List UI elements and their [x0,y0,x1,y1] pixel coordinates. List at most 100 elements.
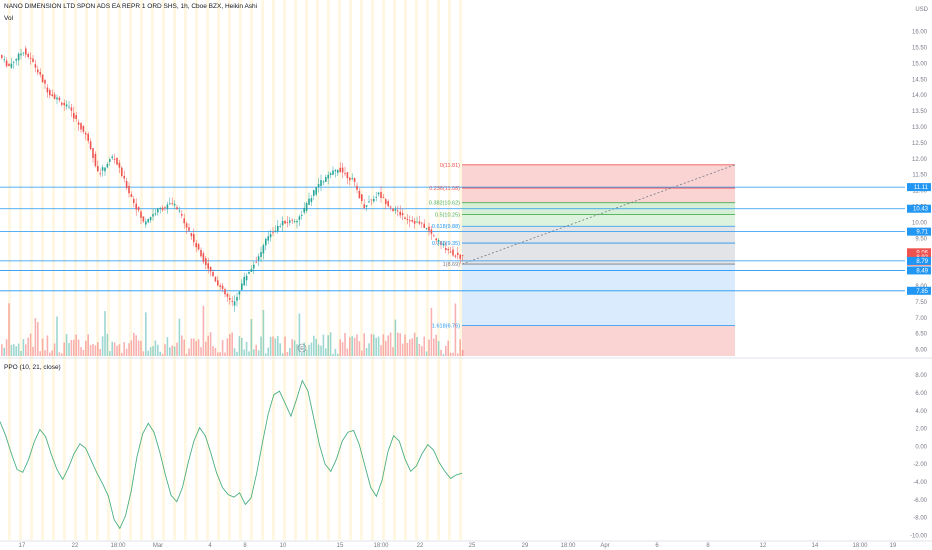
volume-bar [140,340,142,356]
session-band [283,0,286,540]
volume-legend[interactable]: Vol [4,15,14,22]
volume-bar [166,337,169,356]
volume-bar [385,340,387,356]
volume-bar [423,336,425,356]
candle-body [142,216,145,222]
volume-bar [173,346,176,356]
candle-body [152,214,154,217]
time-tick-label: 22 [72,543,79,549]
volume-bar [406,343,409,356]
candle-body [128,186,130,194]
ppo-legend[interactable]: PPO (10, 21, close) [4,364,61,371]
candle-body [262,245,265,254]
volume-bar [262,309,265,356]
price-tick-label: 6.00 [915,348,927,354]
candle-body [44,80,46,84]
volume-bar [269,337,272,356]
volume-bar [267,347,269,356]
candle-body [111,156,113,158]
volume-bar [233,348,236,356]
price-tick-label: 14.50 [912,77,928,83]
candle-body [221,285,224,289]
candle-body [200,249,202,257]
time-tick-label: 19 [890,543,897,549]
candle-body [75,115,77,119]
candle-body [231,301,233,302]
volume-bar [437,340,440,356]
candle-body [145,221,147,225]
candle-body [401,213,404,216]
volume-bar [128,343,130,356]
volume-bar [447,340,449,356]
candle-body [3,59,5,61]
time-tick-label: 18:00 [560,543,576,549]
volume-bar [164,344,166,356]
candle-body [104,167,106,172]
volume-bar [152,346,154,356]
volume-bar [65,334,68,356]
candle-body [101,167,104,171]
candle-body [229,298,231,300]
candle-body [92,148,94,159]
volume-bar [70,340,73,356]
volume-bar [289,347,291,356]
fib-level-label: 0.382(10.62) [429,201,460,207]
time-axis[interactable]: 17 22 18:00 Mar 4 8 10 15 18:00 22 25 29 18:00 Apr 6 8 1… [19,543,897,549]
candle-body [365,205,368,207]
volume-bar [200,347,202,356]
candle-body [121,167,123,176]
volume-bar [416,337,418,356]
volume-bar [265,353,267,356]
candle-body [56,97,58,100]
volume-bar [248,351,250,356]
symbol-legend[interactable]: NANO DIMENSION LTD SPON ADS EA REPR 1 OR… [4,3,258,10]
volume-bar [279,343,281,356]
candle-body [291,219,293,221]
price-badge [907,266,931,275]
fib-level-label: 1.618(6.76) [432,323,460,329]
ppo-axis[interactable]: 8.00 6.00 4.00 2.00 0.00 -2.00 -4.00 -6.00 -8.00… [910,373,928,539]
volume-bar [188,348,190,356]
volume-bar [411,338,413,356]
volume-bar [22,339,25,356]
volume-bar [178,318,181,356]
candle-body [233,301,236,306]
session-band [393,0,396,540]
volume-bar [176,342,178,356]
candle-body [171,202,173,204]
volume-bar [195,341,197,356]
candle-body [445,247,447,250]
candle-body [205,258,207,265]
candle-body [341,167,344,173]
volume-bar [190,338,193,356]
candle-body [416,221,418,223]
ppo-tick-label: 2.00 [915,427,927,433]
candle-body [397,210,399,212]
candle-body [8,63,10,66]
candle-body [89,141,92,150]
fib-retracement-tool[interactable]: 0(11.81) 0.236(11.08) 0.382(10.62) 0.5(10.2… [429,163,736,356]
candle-body [109,159,111,162]
fib-zone-extension [462,325,735,356]
candle-body [370,199,373,201]
candle-body [334,170,337,172]
fib-zone [462,164,735,189]
volume-bar [445,345,447,356]
candle-body [329,173,332,175]
candle-body [159,207,161,209]
candle-body [418,221,421,224]
candle-body [195,243,197,248]
earnings-marker-circle [297,343,307,353]
volume-bar [332,353,334,356]
volume-bar [301,352,303,356]
candle-body [22,52,25,54]
volume-bar [315,338,317,356]
candle-body [63,102,65,106]
time-tick-label: 18:00 [110,543,126,549]
candle-body [454,255,457,257]
volume-bar [13,344,15,356]
candle-body [394,209,397,211]
session-band [74,0,77,540]
volume-bar [257,350,260,356]
